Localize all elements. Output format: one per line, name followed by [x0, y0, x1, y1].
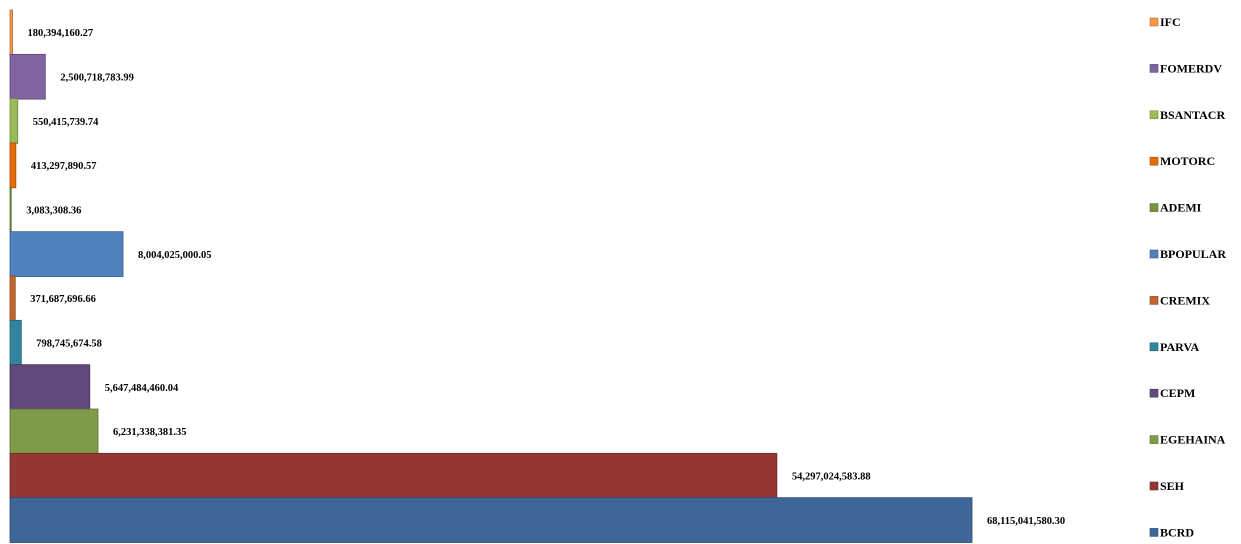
- data-label-bcrd: 68,115,041,580.30: [987, 516, 1065, 527]
- data-label-motorc: 413,297,890.57: [31, 161, 97, 172]
- legend-label-bpopular: BPOPULAR: [1160, 247, 1226, 261]
- legend-label-cepm: CEPM: [1160, 386, 1195, 400]
- legend-label-bsantacr: BSANTACR: [1160, 108, 1225, 122]
- bar-fomerdv: [9, 53, 46, 100]
- legend-swatch-bcrd: [1149, 528, 1159, 537]
- data-label-bsantacr: 550,415,739.74: [33, 117, 99, 128]
- legend-label-ademi: ADEMI: [1160, 201, 1202, 215]
- bar-ifc: [9, 9, 13, 56]
- legend-label-ifc: IFC: [1160, 15, 1181, 29]
- legend-swatch-parva: [1149, 342, 1159, 352]
- bar-parva: [9, 319, 22, 366]
- legend-item-bsantacr: BSANTACR: [1149, 108, 1225, 122]
- legend: IFC FOMERDV BSANTACR MOTORC ADEMI BPOPULAR CRE…: [1149, 15, 1226, 539]
- legend-label-bcrd: BCRD: [1160, 525, 1194, 539]
- legend-label-egehaina: EGEHAINA: [1160, 433, 1226, 447]
- bar-egehaina: [9, 408, 99, 455]
- legend-item-cremix: CREMIX: [1149, 293, 1210, 307]
- legend-item-fomerdv: FOMERDV: [1149, 61, 1222, 75]
- legend-item-bcrd: BCRD: [1149, 525, 1194, 539]
- legend-swatch-bpopular: [1149, 249, 1159, 259]
- legend-swatch-egehaina: [1149, 435, 1159, 444]
- legend-item-ademi: ADEMI: [1149, 201, 1202, 215]
- data-label-ademi: 3,083,308.36: [26, 206, 81, 217]
- legend-item-seh: SEH: [1149, 479, 1185, 493]
- legend-label-parva: PARVA: [1160, 340, 1199, 354]
- bar-seh: [9, 452, 778, 499]
- data-label-fomerdv: 2,500,718,783.99: [60, 73, 134, 84]
- legend-label-fomerdv: FOMERDV: [1160, 61, 1222, 75]
- legend-swatch-ifc: [1149, 17, 1159, 27]
- legend-label-motorc: MOTORC: [1160, 154, 1215, 168]
- legend-item-parva: PARVA: [1149, 340, 1199, 354]
- legend-item-bpopular: BPOPULAR: [1149, 247, 1226, 261]
- data-label-ifc: 180,394,160.27: [28, 28, 94, 39]
- legend-item-cepm: CEPM: [1149, 386, 1195, 400]
- legend-swatch-ademi: [1149, 203, 1159, 212]
- bar-cremix: [9, 275, 16, 322]
- data-label-parva: 798,745,674.58: [36, 339, 102, 350]
- legend-swatch-cremix: [1149, 296, 1159, 305]
- data-label-bpopular: 8,004,025,000.05: [138, 250, 212, 261]
- legend-label-cremix: CREMIX: [1160, 293, 1210, 307]
- bar-cepm: [9, 364, 91, 410]
- legend-item-motorc: MOTORC: [1149, 154, 1215, 168]
- data-label-seh: 54,297,024,583.88: [792, 472, 871, 483]
- bar-motorc: [9, 142, 17, 189]
- data-labels-layer: 180,394,160.27 2,500,718,783.99 550,415,73…: [26, 28, 1065, 527]
- bar-bpopular: [9, 231, 124, 277]
- legend-swatch-fomerdv: [1149, 64, 1159, 73]
- bar-ademi: [9, 186, 12, 233]
- legend-swatch-motorc: [1149, 156, 1159, 166]
- data-label-cepm: 5,647,484,460.04: [105, 383, 179, 394]
- legend-swatch-bsantacr: [1149, 110, 1159, 120]
- legend-label-seh: SEH: [1160, 479, 1185, 493]
- legend-item-egehaina: EGEHAINA: [1149, 433, 1226, 447]
- data-label-egehaina: 6,231,338,381.35: [113, 427, 187, 438]
- bar-bsantacr: [9, 98, 19, 144]
- legend-swatch-seh: [1149, 481, 1159, 491]
- legend-swatch-cepm: [1149, 388, 1159, 398]
- bar-bcrd: [9, 497, 973, 543]
- legend-item-ifc: IFC: [1149, 15, 1181, 29]
- bars-layer: [9, 9, 973, 543]
- data-label-cremix: 371,687,696.66: [30, 294, 96, 305]
